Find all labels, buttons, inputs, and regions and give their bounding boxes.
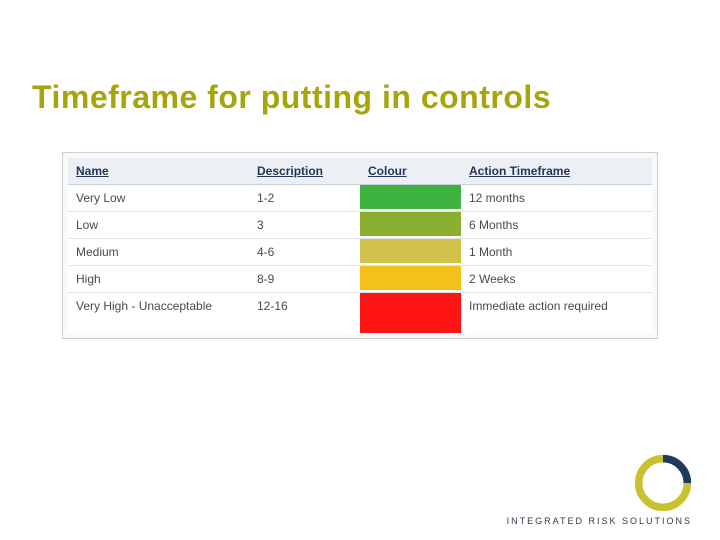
colour-swatch (360, 185, 461, 209)
cell-colour (360, 212, 461, 239)
cell-colour (360, 266, 461, 293)
cell-action: 6 Months (461, 212, 652, 239)
page-title: Timeframe for putting in controls (32, 79, 551, 116)
cell-name: Low (68, 212, 249, 239)
table-body: Very Low 1-2 12 months Low 3 6 Months Me… (68, 185, 652, 334)
cell-name: High (68, 266, 249, 293)
cell-action: 2 Weeks (461, 266, 652, 293)
table-row: High 8-9 2 Weeks (68, 266, 652, 293)
col-header-action: Action Timeframe (461, 158, 652, 185)
col-header-name: Name (68, 158, 249, 185)
cell-colour (360, 185, 461, 212)
colour-swatch (360, 266, 461, 290)
colour-swatch (360, 293, 461, 333)
risk-table-container: Name Description Colour Action Timeframe… (62, 152, 658, 339)
cell-colour (360, 293, 461, 334)
table-row: Very Low 1-2 12 months (68, 185, 652, 212)
table-header-row: Name Description Colour Action Timeframe (68, 158, 652, 185)
cell-desc: 4-6 (249, 239, 360, 266)
slide: { "title": { "text": "Timeframe for putt… (0, 0, 720, 540)
table-row: Low 3 6 Months (68, 212, 652, 239)
cell-action: 12 months (461, 185, 652, 212)
logo-ring-icon (634, 454, 692, 512)
colour-swatch (360, 212, 461, 236)
cell-name: Medium (68, 239, 249, 266)
logo-text: INTEGRATED RISK SOLUTIONS (507, 516, 692, 526)
cell-colour (360, 239, 461, 266)
cell-name: Very High - Unacceptable (68, 293, 249, 334)
risk-table: Name Description Colour Action Timeframe… (68, 158, 652, 333)
cell-desc: 8-9 (249, 266, 360, 293)
cell-desc: 1-2 (249, 185, 360, 212)
cell-action: 1 Month (461, 239, 652, 266)
cell-action: Immediate action required (461, 293, 652, 334)
table-row: Medium 4-6 1 Month (68, 239, 652, 266)
brand-line-1: INTEGRATED RISK (507, 516, 618, 526)
cell-desc: 3 (249, 212, 360, 239)
cell-name: Very Low (68, 185, 249, 212)
colour-swatch (360, 239, 461, 263)
col-header-desc: Description (249, 158, 360, 185)
cell-desc: 12-16 (249, 293, 360, 334)
footer-logo: INTEGRATED RISK SOLUTIONS (507, 454, 692, 526)
table-row: Very High - Unacceptable 12-16 Immediate… (68, 293, 652, 334)
brand-line-2: SOLUTIONS (622, 516, 692, 526)
col-header-colour: Colour (360, 158, 461, 185)
